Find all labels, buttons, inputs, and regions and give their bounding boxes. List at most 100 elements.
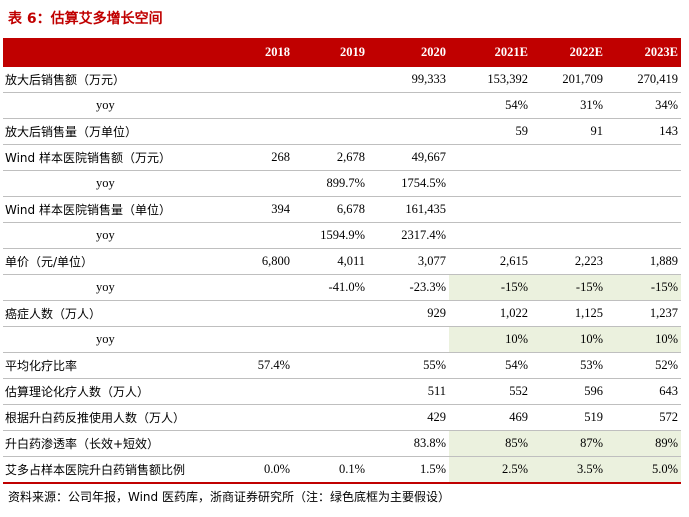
table-cell: 2,678 — [293, 144, 368, 171]
table-cell: 87% — [531, 430, 606, 457]
table-cell — [606, 144, 681, 171]
row-label: 放大后销售量（万单位） — [3, 118, 195, 145]
table-cell: 54% — [449, 352, 531, 379]
table-cell — [368, 92, 449, 119]
table-cell: 429 — [368, 404, 449, 431]
table-cell: 2,615 — [449, 248, 531, 275]
table-cell: 1,889 — [606, 248, 681, 275]
table-cell: 394 — [195, 196, 293, 223]
table-cell: 85% — [449, 430, 531, 457]
table-cell: 511 — [368, 378, 449, 405]
table-row: yoy 899.7% 1754.5% — [3, 170, 681, 197]
column-header: 2019 — [293, 38, 368, 67]
table-row: yoy -41.0% -23.3% -15% -15% -15% — [3, 274, 681, 301]
table-row: 升白药渗透率（长效+短效） 83.8% 85% 87% 89% — [3, 430, 681, 457]
table-cell: 54% — [449, 92, 531, 119]
table-cell: 143 — [606, 118, 681, 145]
table-cell — [195, 300, 293, 327]
table-cell: 52% — [606, 352, 681, 379]
row-label: 升白药渗透率（长效+短效） — [3, 430, 195, 457]
row-label: yoy — [3, 222, 195, 249]
table-cell — [293, 430, 368, 457]
table-cell — [293, 300, 368, 327]
table-cell — [293, 118, 368, 145]
row-label: 单价（元/单位） — [3, 248, 195, 275]
table-row: 艾多占样本医院升白药销售额比例 0.0% 0.1% 1.5% 2.5% 3.5% 5.0% — [3, 456, 681, 484]
table-cell — [531, 196, 606, 223]
table-cell — [195, 326, 293, 353]
table-cell: 201,709 — [531, 67, 606, 93]
table-cell: 153,392 — [449, 67, 531, 93]
table-cell — [606, 196, 681, 223]
table-cell — [195, 170, 293, 197]
table-cell: -15% — [449, 274, 531, 301]
table-cell: 55% — [368, 352, 449, 379]
row-label: yoy — [3, 92, 195, 119]
table-cell: 3.5% — [531, 456, 606, 484]
column-header: 2018 — [195, 38, 293, 67]
table-cell: 161,435 — [368, 196, 449, 223]
table-cell: 31% — [531, 92, 606, 119]
row-label: yoy — [3, 170, 195, 197]
table-cell: 519 — [531, 404, 606, 431]
table-row: yoy 10% 10% 10% — [3, 326, 681, 353]
table-cell: 59 — [449, 118, 531, 145]
table-row: yoy 1594.9% 2317.4% — [3, 222, 681, 249]
table-cell: 1754.5% — [368, 170, 449, 197]
table-cell — [195, 274, 293, 301]
table-cell: 0.0% — [195, 456, 293, 484]
column-header: 2021E — [449, 38, 531, 67]
table-cell: 99,333 — [368, 67, 449, 93]
table-cell: 10% — [531, 326, 606, 353]
table-cell: 57.4% — [195, 352, 293, 379]
row-label: 平均化疗比率 — [3, 352, 195, 379]
table-cell — [195, 404, 293, 431]
table-cell: -15% — [531, 274, 606, 301]
table-row: 平均化疗比率 57.4% 55% 54% 53% 52% — [3, 352, 681, 379]
table-cell: 3,077 — [368, 248, 449, 275]
table-cell: 2,223 — [531, 248, 606, 275]
table-cell: 10% — [449, 326, 531, 353]
row-label: yoy — [3, 326, 195, 353]
table-cell: 643 — [606, 378, 681, 405]
column-header — [3, 38, 195, 67]
table-cell — [449, 196, 531, 223]
table-cell: 1594.9% — [293, 222, 368, 249]
table-cell: 91 — [531, 118, 606, 145]
table-cell — [293, 67, 368, 93]
row-label: 估算理论化疗人数（万人） — [3, 378, 195, 405]
table-cell: 596 — [531, 378, 606, 405]
table-cell — [293, 404, 368, 431]
table-cell — [606, 170, 681, 197]
table-cell: 5.0% — [606, 456, 681, 484]
table-row: 单价（元/单位） 6,800 4,011 3,077 2,615 2,223 1,889 — [3, 248, 681, 275]
table-cell — [195, 378, 293, 405]
table-cell: 1,125 — [531, 300, 606, 327]
table-cell — [368, 118, 449, 145]
table-row: 根据升白药反推使用人数（万人） 429 469 519 572 — [3, 404, 681, 431]
table-cell — [195, 67, 293, 93]
table-cell: 0.1% — [293, 456, 368, 484]
table-cell: 10% — [606, 326, 681, 353]
table-row: Wind 样本医院销售量（单位） 394 6,678 161,435 — [3, 196, 681, 223]
table-cell: -41.0% — [293, 274, 368, 301]
table-cell: 2.5% — [449, 456, 531, 484]
table-cell: 89% — [606, 430, 681, 457]
table-cell: 34% — [606, 92, 681, 119]
table-cell: 469 — [449, 404, 531, 431]
table-cell: -23.3% — [368, 274, 449, 301]
row-label: Wind 样本医院销售额（万元） — [3, 144, 195, 171]
table-cell: 270,419 — [606, 67, 681, 93]
table-cell — [195, 430, 293, 457]
header-row: 2018 2019 2020 2021E 2022E 2023E — [3, 38, 681, 67]
table-cell — [449, 170, 531, 197]
table-cell: 899.7% — [293, 170, 368, 197]
table-cell — [195, 222, 293, 249]
table-title: 表 6：估算艾多增长空间 — [8, 11, 163, 27]
column-header: 2022E — [531, 38, 606, 67]
table-cell — [531, 222, 606, 249]
column-header: 2020 — [368, 38, 449, 67]
table-cell: 83.8% — [368, 430, 449, 457]
table-cell: 572 — [606, 404, 681, 431]
row-label: Wind 样本医院销售量（单位） — [3, 196, 195, 223]
